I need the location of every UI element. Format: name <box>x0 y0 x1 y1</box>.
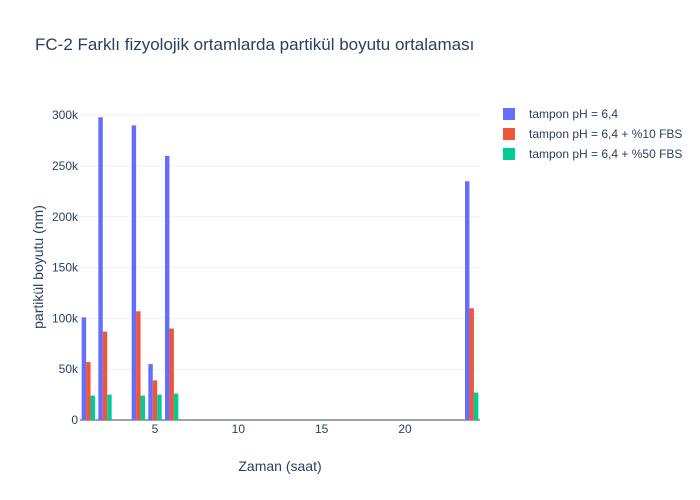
bar[interactable] <box>469 308 474 420</box>
x-tick-labels: 5 10 15 20 <box>152 422 412 436</box>
bar[interactable] <box>152 380 158 420</box>
bar[interactable] <box>465 181 470 420</box>
y-axis-title: partikül boyutu (nm) <box>30 205 46 329</box>
bar[interactable] <box>90 395 95 420</box>
x-tick-label: 10 <box>232 422 246 436</box>
x-tick-label: 20 <box>398 422 412 436</box>
bar[interactable] <box>173 393 179 420</box>
bar[interactable] <box>81 317 87 420</box>
y-tick-label: 100k <box>52 311 79 325</box>
legend-swatch[interactable] <box>503 108 515 120</box>
bar[interactable] <box>107 394 112 420</box>
grid <box>80 114 480 421</box>
bar[interactable] <box>165 155 170 420</box>
y-tick-label: 0 <box>71 413 78 427</box>
y-tick-label: 150k <box>52 261 79 275</box>
legend-label[interactable]: tampon pH = 6,4 + %50 FBS <box>529 147 682 161</box>
bar[interactable] <box>148 364 153 420</box>
bar[interactable] <box>131 125 137 421</box>
legend-label[interactable]: tampon pH = 6,4 <box>529 107 618 121</box>
bar[interactable] <box>169 328 174 420</box>
legend-label[interactable]: tampon pH = 6,4 + %10 FBS <box>529 127 682 141</box>
bar[interactable] <box>140 395 145 420</box>
x-axis-title: Zaman (saat) <box>238 458 321 474</box>
bar[interactable] <box>102 331 108 420</box>
bar[interactable] <box>98 117 103 421</box>
y-tick-label: 50k <box>59 362 79 376</box>
bars <box>81 117 479 421</box>
legend-swatch[interactable] <box>503 148 515 160</box>
y-tick-label: 300k <box>52 108 79 122</box>
bar[interactable] <box>157 394 162 420</box>
y-tick-label: 250k <box>52 159 79 173</box>
x-tick-label: 5 <box>152 422 159 436</box>
bar[interactable] <box>136 311 141 420</box>
y-tick-labels: 0 50k 100k 150k 200k 250k 300k <box>52 108 79 427</box>
bar[interactable] <box>473 392 479 420</box>
chart-title: FC-2 Farklı fizyolojik ortamlarda partik… <box>35 35 474 54</box>
y-tick-label: 200k <box>52 210 79 224</box>
bar[interactable] <box>86 362 91 420</box>
x-tick-label: 15 <box>315 422 329 436</box>
legend-swatch[interactable] <box>503 128 515 140</box>
legend[interactable]: tampon pH = 6,4 tampon pH = 6,4 + %10 FBS… <box>503 107 682 161</box>
